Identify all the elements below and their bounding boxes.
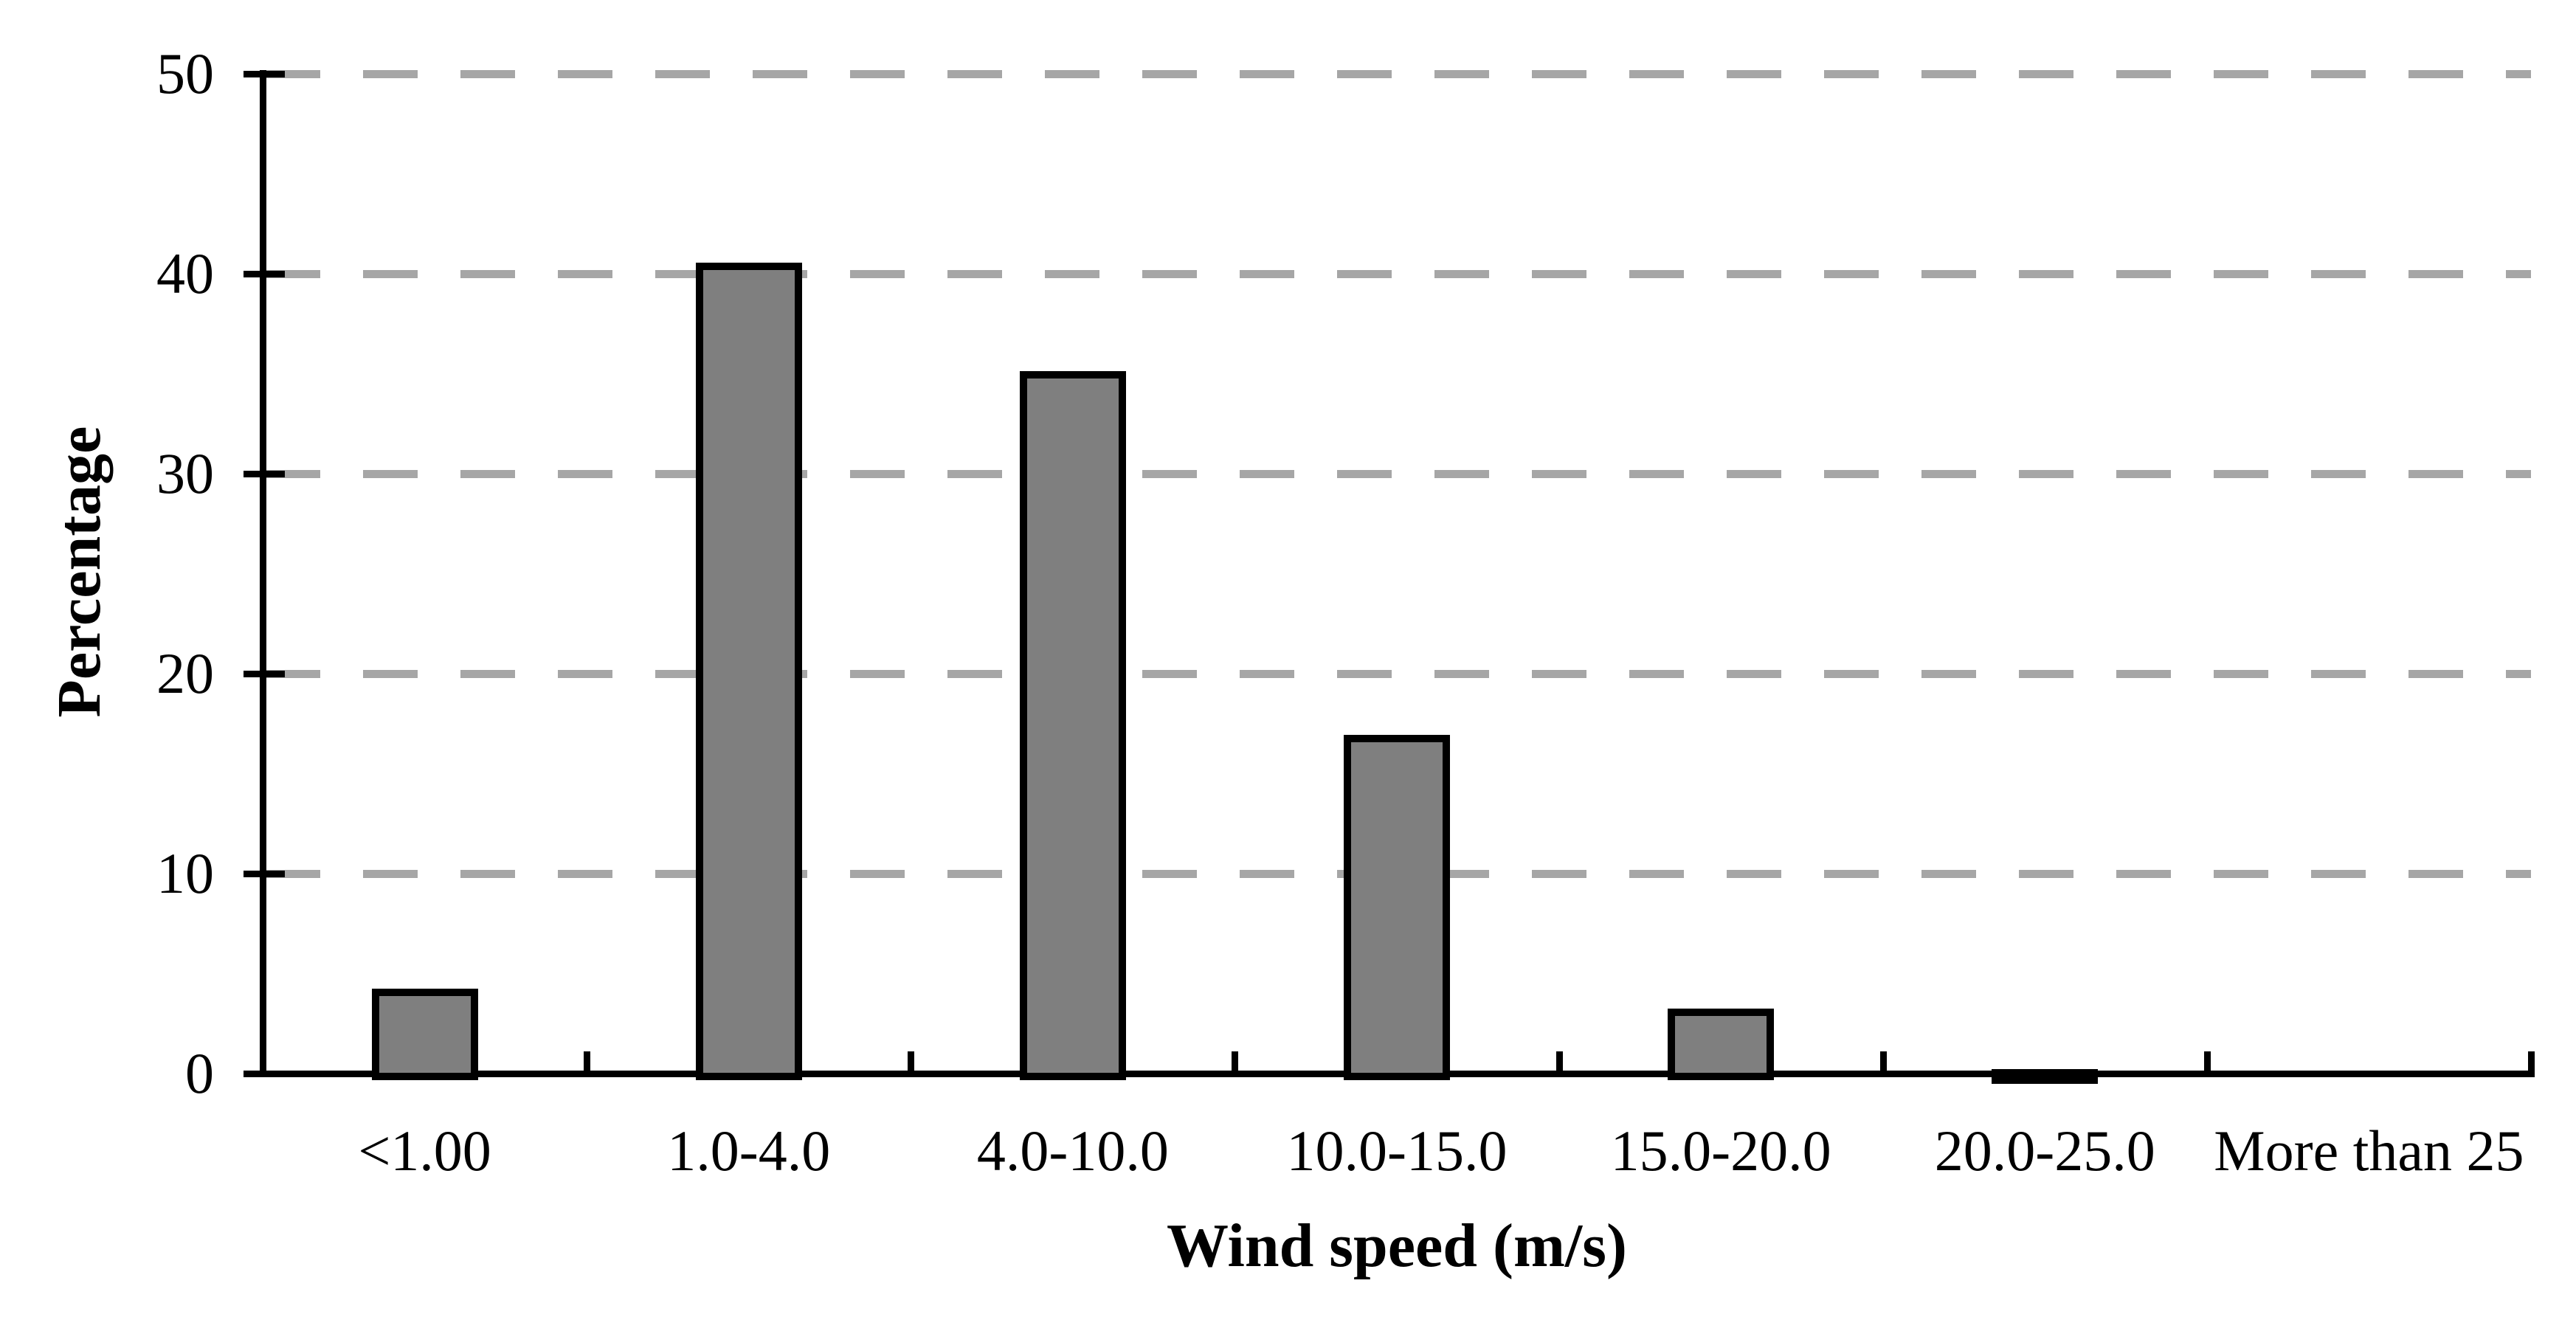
x-tick-label-2: 4.0-10.0 (976, 1119, 1169, 1183)
y-tick-label-20: 20 (156, 641, 214, 705)
x-tick-label-3: 10.0-15.0 (1286, 1119, 1508, 1183)
x-tick-label-6: More than 25 (2214, 1119, 2524, 1183)
bar-10.0-15.0 (1344, 735, 1450, 1080)
x-axis-tick-4 (1555, 1051, 1563, 1071)
y-tick-label-30: 30 (156, 441, 214, 505)
bar-20.0-25.0 (1992, 1068, 2099, 1084)
x-tick-label-1: 1.0-4.0 (667, 1119, 831, 1183)
x-tick-label-0: <1.00 (358, 1119, 491, 1183)
x-tick-label-4: 15.0-20.0 (1610, 1119, 1831, 1183)
y-tick-label-0: 0 (185, 1041, 214, 1105)
x-axis-tick-5 (1879, 1051, 1887, 1071)
y-tick-label-10: 10 (156, 841, 214, 905)
x-axis-tick-2 (908, 1051, 915, 1071)
gridline-30 (266, 470, 2531, 478)
gridline-40 (266, 270, 2531, 278)
x-axis-tick-3 (1232, 1051, 1239, 1071)
y-axis-line (260, 70, 266, 1076)
y-axis-title: Percentage (44, 426, 114, 718)
bar-1.0-4.0 (695, 263, 802, 1080)
x-axis-title: Wind speed (m/s) (1167, 1211, 1627, 1280)
bar-<1.00 (371, 989, 478, 1080)
y-tick-label-40: 40 (156, 241, 214, 305)
bar-15.0-20.0 (1668, 1009, 1775, 1080)
x-axis-tick-1 (584, 1051, 591, 1071)
bar-4.0-10.0 (1019, 370, 1126, 1080)
x-axis-tick-6 (2203, 1051, 2211, 1071)
x-axis-tick-7 (2528, 1051, 2535, 1071)
x-tick-label-5: 20.0-25.0 (1934, 1119, 2155, 1183)
gridline-50 (266, 70, 2531, 78)
gridline-20 (266, 670, 2531, 678)
y-tick-label-50: 50 (156, 41, 214, 106)
